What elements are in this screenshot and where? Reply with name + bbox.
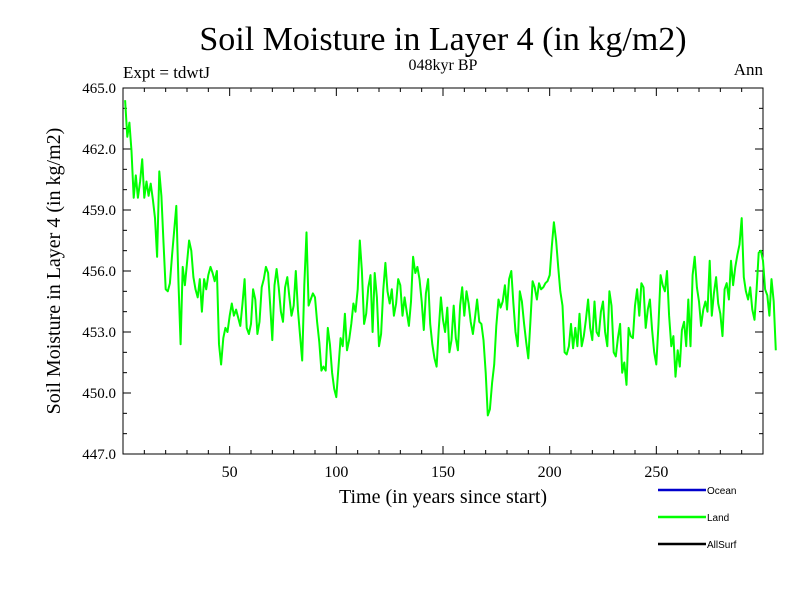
y-tick-label: 456.0 [82,264,116,280]
x-axis: 50 100 150 200 250 [143,88,743,481]
y-tick-label: 465.0 [82,81,116,97]
legend: Ocean Land AllSurf [658,486,737,551]
y-axis-label: Soil Moisture in Layer 4 (in kg/m2) [43,128,65,415]
y-tick-label: 459.0 [82,203,116,219]
y-tick-label: 453.0 [82,325,116,341]
y-tick-label: 462.0 [82,142,116,158]
series-line-land [124,100,777,417]
y-tick-label: 447.0 [82,447,116,463]
y-axis: 447.0 450.0 453.0 456.0 459.0 462.0 465.0 [82,81,763,463]
legend-label-ocean: Ocean [707,486,736,497]
x-tick-label: 50 [222,464,238,481]
season-label: Ann [734,60,764,79]
chart-subtitle: 048kyr BP [409,57,478,74]
legend-label-allsurf: AllSurf [707,540,737,551]
x-axis-label: Time (in years since start) [339,486,547,508]
legend-label-land: Land [707,513,729,524]
chart-title: Soil Moisture in Layer 4 (in kg/m2) [199,21,686,58]
x-tick-label: 250 [644,464,668,481]
x-tick-label: 150 [431,464,455,481]
x-tick-label: 100 [324,464,348,481]
x-tick-label: 200 [538,464,562,481]
experiment-label: Expt = tdwtJ [123,63,210,82]
y-tick-label: 450.0 [82,386,116,402]
